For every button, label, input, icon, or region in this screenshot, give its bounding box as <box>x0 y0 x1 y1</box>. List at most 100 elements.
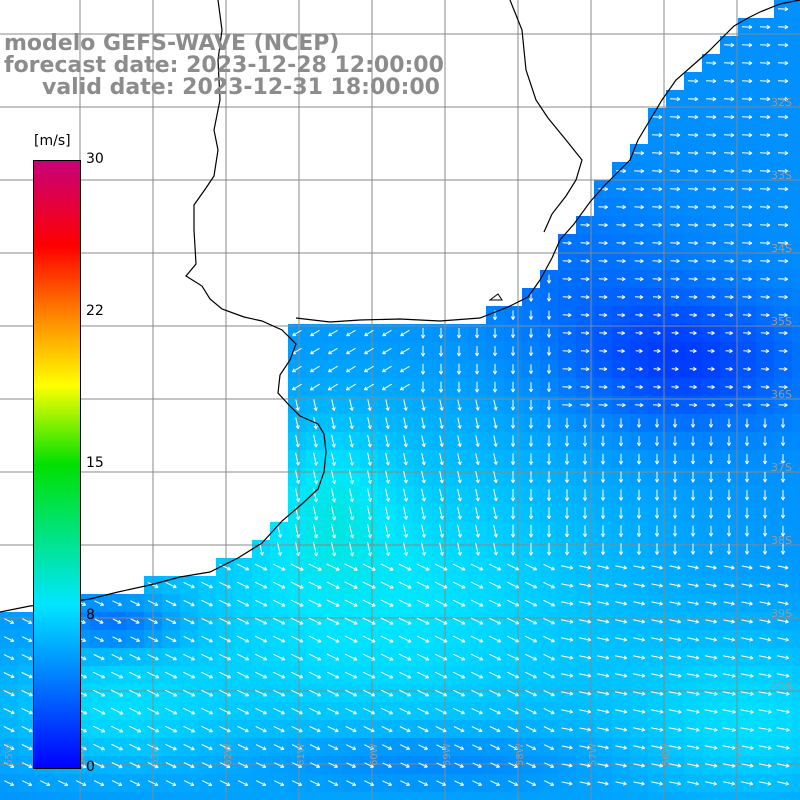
wind-arrow <box>670 402 680 408</box>
wind-arrow <box>778 348 788 354</box>
wind-arrow <box>416 617 430 625</box>
wind-arrow <box>93 654 105 661</box>
wind-arrow <box>560 583 574 588</box>
wind-speed-cell <box>396 792 415 800</box>
wind-arrow <box>582 525 588 538</box>
wind-arrow <box>705 78 717 84</box>
wind-arrow <box>759 204 771 210</box>
wind-arrow <box>722 727 736 732</box>
wind-speed-cell <box>792 630 800 649</box>
wind-speed-cell <box>432 792 451 800</box>
latitude-label: 32S <box>771 96 792 109</box>
wind-speed-cell <box>90 792 109 800</box>
wind-arrow <box>380 563 394 571</box>
wind-arrow <box>3 726 15 733</box>
wind-speed-cell <box>792 162 800 181</box>
wind-arrow <box>777 565 789 570</box>
wind-arrow <box>760 366 770 372</box>
wind-arrow <box>438 327 444 339</box>
wind-arrow <box>600 471 606 483</box>
wind-arrow <box>201 653 214 661</box>
wind-arrow <box>510 542 516 556</box>
wind-arrow <box>579 619 592 624</box>
wind-arrow <box>326 671 340 679</box>
wind-arrow <box>349 470 354 485</box>
wind-arrow <box>633 601 646 606</box>
wind-arrow <box>651 583 663 588</box>
wind-arrow <box>327 707 340 715</box>
wind-arrow <box>759 583 771 588</box>
wind-arrow <box>489 689 502 697</box>
wind-speed-cell <box>792 72 800 91</box>
wind-arrow <box>421 417 426 429</box>
wind-speed-cell <box>324 792 343 800</box>
wind-arrow <box>777 204 789 210</box>
wind-arrow <box>777 60 789 66</box>
wind-arrow <box>330 505 337 521</box>
wind-arrow <box>435 689 448 697</box>
wind-arrow <box>308 671 322 679</box>
wind-arrow <box>129 743 141 751</box>
wind-speed-cell <box>270 792 289 800</box>
wind-arrow <box>506 617 520 625</box>
wind-arrow <box>617 348 625 354</box>
wind-arrow <box>182 689 196 697</box>
wind-speed-cell <box>540 792 559 800</box>
wind-arrow <box>543 653 555 661</box>
wind-arrow <box>488 635 502 643</box>
wind-arrow <box>201 617 213 625</box>
wind-arrow <box>543 744 555 750</box>
wind-speed-cell <box>792 126 800 145</box>
wind-arrow <box>580 240 590 246</box>
wind-arrow <box>452 581 466 589</box>
wind-arrow <box>507 635 520 643</box>
wind-arrow <box>421 470 426 484</box>
wind-speed-cell <box>180 792 199 800</box>
wind-arrow <box>600 489 606 501</box>
wind-arrow <box>525 707 537 715</box>
wind-arrow <box>474 328 480 339</box>
wind-arrow <box>528 399 534 411</box>
wind-arrow <box>723 132 735 138</box>
wind-arrow <box>654 471 660 483</box>
wind-arrow <box>705 168 717 174</box>
wind-arrow <box>165 600 177 607</box>
wind-arrow <box>778 240 789 246</box>
wind-arrow <box>454 744 465 750</box>
wind-arrow <box>758 727 772 732</box>
wind-arrow <box>743 330 752 336</box>
wind-arrow <box>434 653 448 661</box>
wind-arrow <box>762 471 768 483</box>
longitude-label: 62W <box>223 743 234 766</box>
wind-arrow <box>654 436 660 447</box>
wind-arrow <box>654 543 660 555</box>
wind-arrow <box>385 434 390 448</box>
wind-arrow <box>470 563 484 571</box>
wind-arrow <box>742 276 752 282</box>
wind-arrow <box>439 470 444 484</box>
wind-arrow <box>761 348 770 354</box>
wind-arrow <box>475 524 480 538</box>
wind-arrow <box>327 744 339 750</box>
wind-arrow <box>726 454 732 465</box>
wind-arrow <box>598 384 608 390</box>
wind-speed-cell <box>792 360 800 379</box>
wind-arrow <box>651 655 664 660</box>
wind-arrow <box>618 543 624 555</box>
wind-arrow <box>687 619 700 624</box>
wind-arrow <box>201 635 213 643</box>
wind-arrow <box>580 366 590 372</box>
wind-arrow <box>164 707 178 715</box>
wind-arrow <box>291 707 303 715</box>
wind-arrow <box>597 637 610 642</box>
wind-arrow <box>669 96 681 102</box>
wind-arrow <box>708 543 714 555</box>
wind-speed-cell <box>792 0 800 19</box>
wind-arrow <box>759 601 771 606</box>
wind-arrow <box>543 707 555 715</box>
wind-arrow <box>364 744 375 750</box>
wind-arrow <box>668 655 682 660</box>
wind-arrow <box>687 601 699 606</box>
wind-arrow <box>618 453 624 465</box>
wind-arrow <box>561 565 574 570</box>
